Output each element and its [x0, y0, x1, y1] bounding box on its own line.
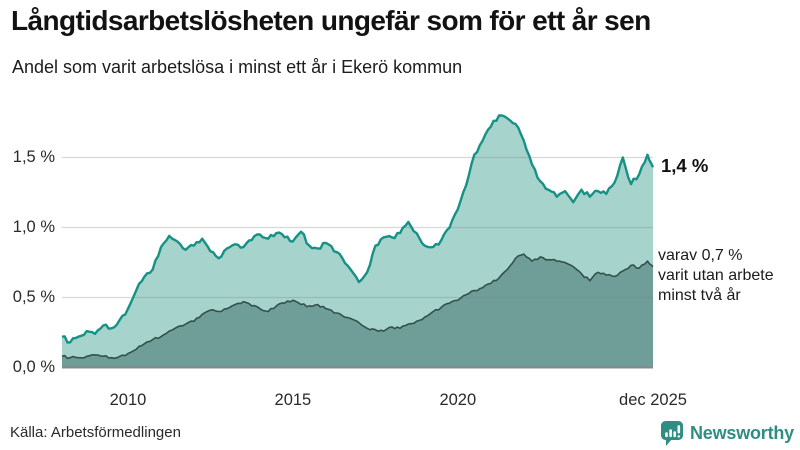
source-caption: Källa: Arbetsförmedlingen: [10, 424, 181, 441]
varav-annotation-line: varit utan arbete: [658, 267, 774, 285]
varav-annotation-line: minst två år: [658, 287, 741, 305]
end-value-label: 1,4 %: [661, 155, 709, 176]
varav-annotation: varav 0,7 % varit utan arbete minst två …: [658, 246, 774, 306]
series-line-1: [61, 253, 654, 360]
page-title: Långtidsarbetslösheten ungefär som för e…: [11, 5, 651, 36]
newsworthy-logo-icon: [660, 421, 683, 446]
x-tick-label: 2015: [274, 391, 312, 409]
varav-annotation-line: varav 0,7 %: [658, 247, 743, 264]
x-tick-label: 2020: [439, 391, 477, 409]
x-tick-label: 2010: [109, 391, 147, 409]
y-tick-label: 0,5 %: [12, 287, 55, 306]
chart-subtitle: Andel som varit arbetslösa i minst ett å…: [12, 57, 463, 77]
newsworthy-brand[interactable]: Newsworthy: [660, 420, 794, 447]
y-tick-label: 1,0 %: [12, 217, 55, 236]
series-line-0: [61, 114, 655, 344]
series-fill-1: [62, 254, 653, 368]
y-tick-label: 1,5 %: [12, 147, 55, 166]
x-tick-label: dec 2025: [619, 391, 687, 409]
y-tick-label: 0,0 %: [12, 357, 55, 376]
newsworthy-brand-name: Newsworthy: [689, 423, 794, 443]
